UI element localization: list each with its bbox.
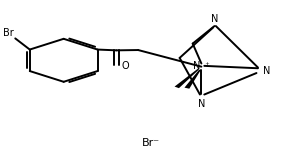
Text: N: N (263, 66, 271, 76)
Text: Br: Br (3, 28, 14, 38)
Text: N: N (198, 98, 205, 109)
Text: N: N (211, 14, 218, 24)
Text: N: N (192, 61, 200, 71)
Text: ⁺: ⁺ (200, 61, 210, 70)
Text: Br⁻: Br⁻ (142, 138, 160, 148)
Polygon shape (184, 70, 201, 89)
Polygon shape (175, 69, 199, 88)
Text: O: O (121, 61, 129, 71)
